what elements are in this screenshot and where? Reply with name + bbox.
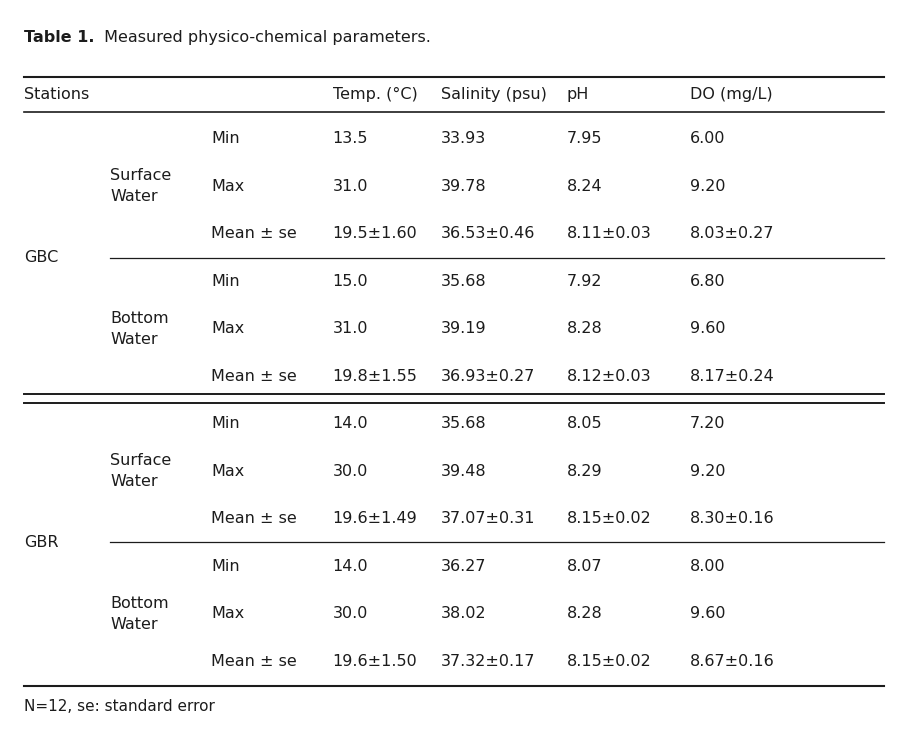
Text: Max: Max [211,464,244,479]
Text: 31.0: 31.0 [332,321,368,336]
Text: 8.67±0.16: 8.67±0.16 [690,653,775,669]
Text: 8.28: 8.28 [567,606,602,621]
Text: 36.53±0.46: 36.53±0.46 [440,226,535,241]
Text: 9.60: 9.60 [690,606,725,621]
Text: 38.02: 38.02 [440,606,486,621]
Text: Mean ± se: Mean ± se [211,368,297,384]
Text: 31.0: 31.0 [332,179,368,194]
Text: 9.20: 9.20 [690,179,725,194]
Text: Mean ± se: Mean ± se [211,653,297,669]
Text: GBC: GBC [24,250,58,265]
Text: 6.80: 6.80 [690,274,725,289]
Text: Stations: Stations [24,87,89,102]
Text: 35.68: 35.68 [440,416,486,432]
Text: Min: Min [211,416,240,432]
Text: 8.15±0.02: 8.15±0.02 [567,653,651,669]
Text: 19.6±1.49: 19.6±1.49 [332,511,418,526]
Text: Table 1.: Table 1. [24,29,94,45]
Text: 19.8±1.55: 19.8±1.55 [332,368,418,384]
Text: 9.60: 9.60 [690,321,725,336]
Text: 14.0: 14.0 [332,416,368,432]
Text: 8.24: 8.24 [567,179,602,194]
Text: 8.17±0.24: 8.17±0.24 [690,368,775,384]
Text: pH: pH [567,87,588,102]
Text: 7.95: 7.95 [567,131,602,146]
Text: 6.00: 6.00 [690,131,725,146]
Text: 37.32±0.17: 37.32±0.17 [440,653,535,669]
Text: 8.15±0.02: 8.15±0.02 [567,511,651,526]
Text: 15.0: 15.0 [332,274,368,289]
Text: Max: Max [211,606,244,621]
Text: Min: Min [211,131,240,146]
Text: 39.48: 39.48 [440,464,486,479]
Text: 19.5±1.60: 19.5±1.60 [332,226,418,241]
Text: DO (mg/L): DO (mg/L) [690,87,773,102]
Text: Temp. (°C): Temp. (°C) [332,87,418,102]
Text: 8.03±0.27: 8.03±0.27 [690,226,775,241]
Text: 36.93±0.27: 36.93±0.27 [440,368,535,384]
Text: 30.0: 30.0 [332,606,368,621]
Text: Max: Max [211,321,244,336]
Text: 7.92: 7.92 [567,274,602,289]
Text: 39.19: 39.19 [440,321,486,336]
Text: 35.68: 35.68 [440,274,486,289]
Text: GBR: GBR [24,535,58,550]
Text: Measured physico-chemical parameters.: Measured physico-chemical parameters. [99,29,430,45]
Text: Salinity (psu): Salinity (psu) [440,87,547,102]
Text: 19.6±1.50: 19.6±1.50 [332,653,418,669]
Text: 8.30±0.16: 8.30±0.16 [690,511,775,526]
Text: 14.0: 14.0 [332,559,368,574]
Text: 8.12±0.03: 8.12±0.03 [567,368,651,384]
Text: N=12, se: standard error: N=12, se: standard error [24,699,215,714]
Text: 36.27: 36.27 [440,559,486,574]
Text: 8.29: 8.29 [567,464,602,479]
Text: Mean ± se: Mean ± se [211,226,297,241]
Text: Bottom
Water: Bottom Water [111,310,169,346]
Text: 9.20: 9.20 [690,464,725,479]
Text: Max: Max [211,179,244,194]
Text: Min: Min [211,274,240,289]
Text: Mean ± se: Mean ± se [211,511,297,526]
Text: 13.5: 13.5 [332,131,368,146]
Text: 33.93: 33.93 [440,131,486,146]
Text: 8.11±0.03: 8.11±0.03 [567,226,651,241]
Text: Bottom
Water: Bottom Water [111,595,169,632]
Text: 8.05: 8.05 [567,416,602,432]
Text: 39.78: 39.78 [440,179,486,194]
Text: Surface
Water: Surface Water [111,453,172,490]
Text: 7.20: 7.20 [690,416,725,432]
Text: 30.0: 30.0 [332,464,368,479]
Text: 8.28: 8.28 [567,321,602,336]
Text: 8.00: 8.00 [690,559,725,574]
Text: Min: Min [211,559,240,574]
Text: 37.07±0.31: 37.07±0.31 [440,511,535,526]
Text: 8.07: 8.07 [567,559,602,574]
Text: Surface
Water: Surface Water [111,168,172,204]
